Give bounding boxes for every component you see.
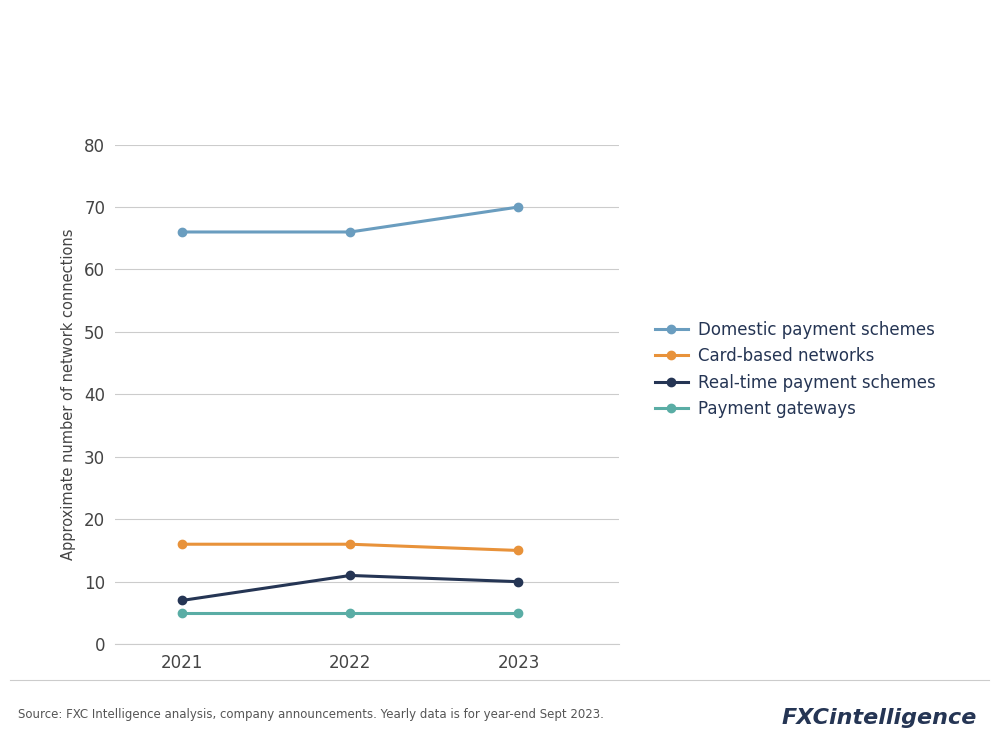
Card-based networks [176,540,188,549]
Legend: Domestic payment schemes, Card-based networks, Real-time payment schemes, Paymen: Domestic payment schemes, Card-based net… [648,314,942,425]
Card-based networks [512,546,524,555]
Card-based networks [345,540,357,549]
Payment gateways [176,608,188,617]
Line: Payment gateways: Payment gateways [178,609,522,617]
Domestic payment schemes [176,228,188,237]
Y-axis label: Approximate number of network connections: Approximate number of network connection… [61,228,76,560]
Text: Visa Direct has grown its global network connections: Visa Direct has grown its global network… [18,27,933,56]
Line: Card-based networks: Card-based networks [178,540,522,555]
Domestic payment schemes [512,202,524,211]
Payment gateways [345,608,357,617]
Text: FXCintelligence: FXCintelligence [781,708,977,727]
Real-time payment schemes [512,577,524,586]
Text: Source: FXC Intelligence analysis, company announcements. Yearly data is for yea: Source: FXC Intelligence analysis, compa… [18,708,603,721]
Real-time payment schemes [176,596,188,605]
Line: Real-time payment schemes: Real-time payment schemes [178,571,522,604]
Payment gateways [512,608,524,617]
Domestic payment schemes [345,228,357,237]
Line: Domestic payment schemes: Domestic payment schemes [178,203,522,236]
Text: Visa Direct network connections by type, FY 2021-2023: Visa Direct network connections by type,… [18,85,560,104]
Real-time payment schemes [345,571,357,580]
